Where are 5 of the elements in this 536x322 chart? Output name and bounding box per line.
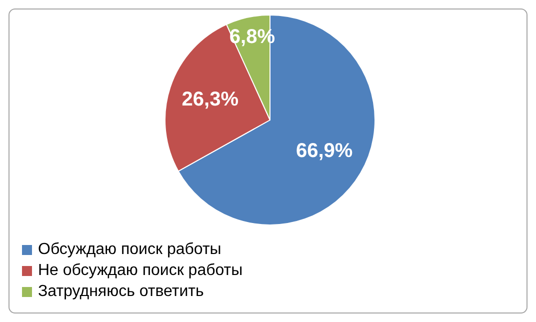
data-label: 66,9%: [296, 140, 353, 162]
legend-label: Обсуждаю поиск работы: [38, 241, 222, 258]
legend-label: Затрудняюсь ответить: [38, 283, 204, 300]
legend-label: Не обсуждаю поиск работы: [38, 262, 243, 280]
data-label: 26,3%: [182, 88, 239, 111]
